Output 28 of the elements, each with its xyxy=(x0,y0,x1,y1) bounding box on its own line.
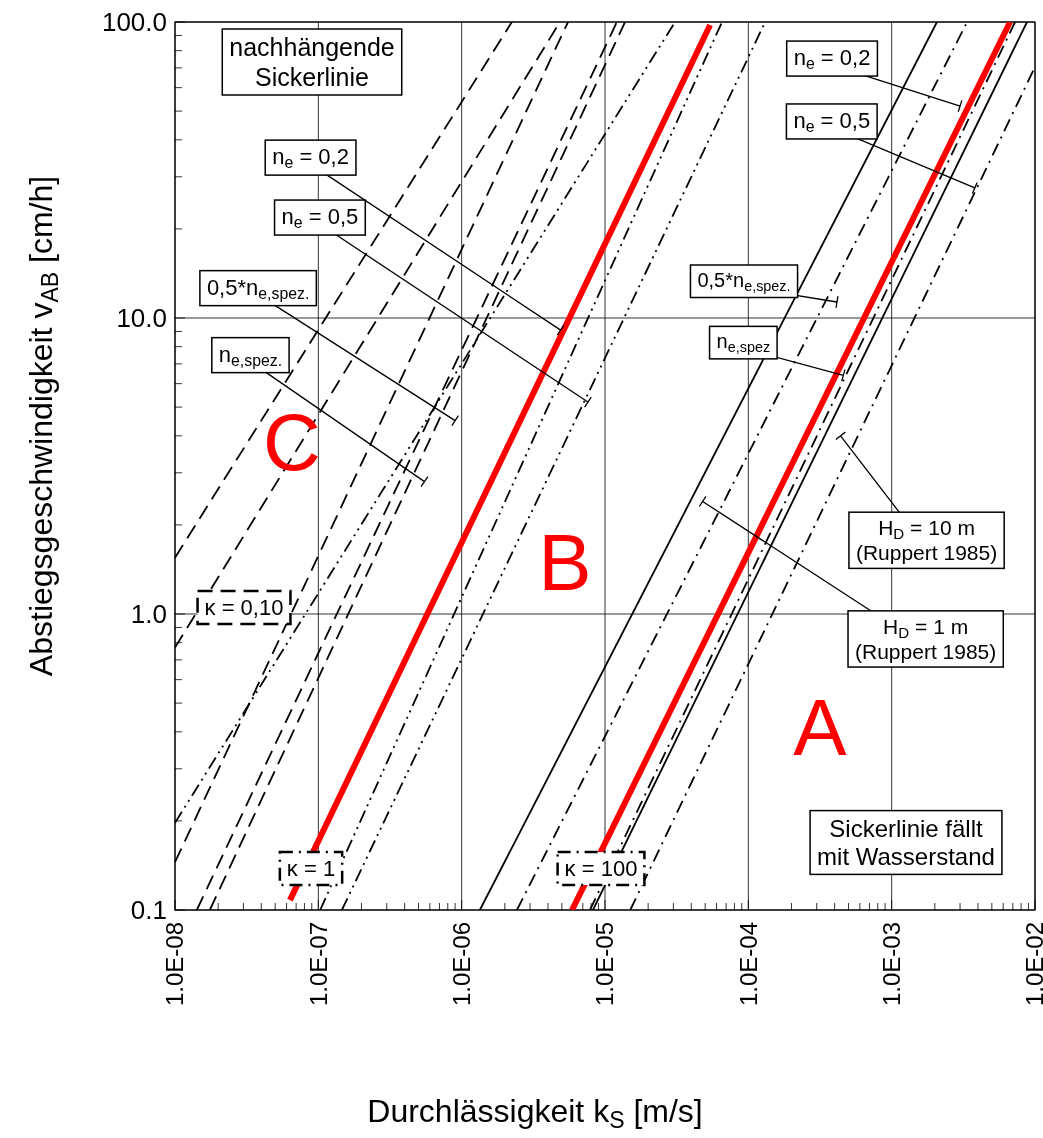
annotation: B xyxy=(538,518,592,607)
x-tick-label: 1.0E-05 xyxy=(591,922,619,1007)
annotation: Sickerlinie fällt mit Wasserstand xyxy=(817,814,995,871)
y-tick-label: 100.0 xyxy=(101,7,167,38)
y-tick-label: 10.0 xyxy=(116,303,167,334)
annotation: 0,5*n$_{e,spez.}$ xyxy=(206,274,310,302)
x-tick-label: 1.0E-02 xyxy=(1021,922,1043,1007)
annotation: n$_{e,spez}$ xyxy=(716,330,771,355)
annotation: n$_{e}$ = 0,5 xyxy=(281,204,359,232)
annotation: 0,5*n$_{e,spez.}$ xyxy=(697,269,791,294)
annotation: κ = 1 xyxy=(286,856,336,881)
x-tick-label: 1.0E-06 xyxy=(448,922,476,1007)
x-tick-label: 1.0E-03 xyxy=(878,922,906,1007)
annotation: H$_{D}$ = 1 m (Ruppert 1985) xyxy=(855,614,997,664)
annotation: n$_{e}$ = 0,5 xyxy=(793,107,871,135)
x-axis-title: Durchlässigkeit k$_{S}$ [m/s] xyxy=(367,1093,703,1133)
x-tick-label: 1.0E-07 xyxy=(304,922,332,1007)
annotation: n$_{e}$ = 0,2 xyxy=(272,144,349,172)
annotation: n$_{e}$ = 0,2 xyxy=(793,45,871,73)
annotation: C xyxy=(263,398,321,487)
annotation: n$_{e,spez.}$ xyxy=(218,341,283,369)
annotation: H$_{D}$ = 10 m (Ruppert 1985) xyxy=(855,516,998,565)
annotation: κ = 0,10 xyxy=(204,595,284,620)
y-tick-label: 1.0 xyxy=(130,599,167,630)
annotation: nachhängende Sickerlinie xyxy=(229,33,395,91)
x-tick-label: 1.0E-04 xyxy=(734,922,762,1007)
annotation: A xyxy=(793,683,848,772)
annotation: κ = 100 xyxy=(564,856,638,881)
